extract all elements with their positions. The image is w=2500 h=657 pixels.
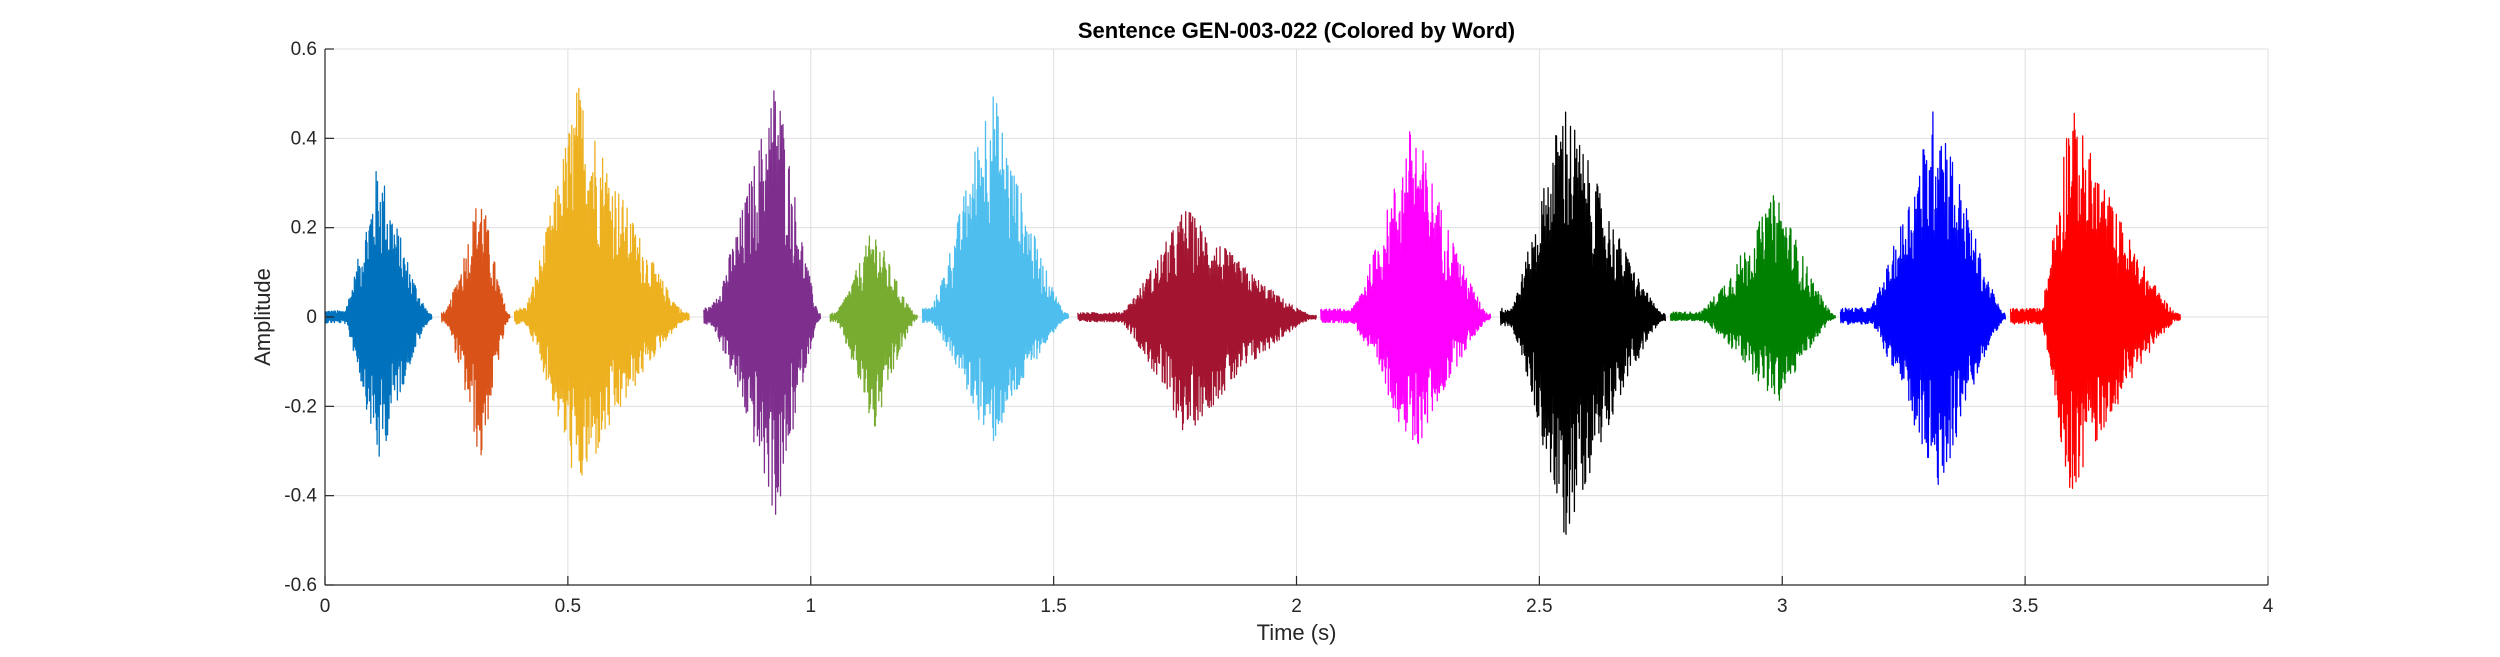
y-tick-label: -0.4 bbox=[284, 486, 317, 507]
x-axis-label: Time (s) bbox=[1257, 620, 1337, 645]
x-tick-label: 0 bbox=[320, 596, 331, 617]
x-tick-label: 2 bbox=[1291, 596, 1302, 617]
x-tick-label: 1.5 bbox=[1040, 596, 1066, 617]
y-tick-label: 0.2 bbox=[291, 218, 317, 239]
y-tick-label: 0.6 bbox=[291, 39, 317, 60]
waveform-series bbox=[324, 87, 2181, 535]
x-tick-label: 0.5 bbox=[555, 596, 581, 617]
chart-title: Sentence GEN-003-022 (Colored by Word) bbox=[1078, 18, 1515, 43]
word-waveform-6 bbox=[921, 96, 1070, 442]
tick-labels: 0 0.5 1 1.5 2 2.5 3 3.5 4 -0.6 -0.4 -0.2 0 0.2 0.4 0.6 bbox=[284, 39, 2273, 617]
y-tick-label: 0 bbox=[306, 307, 317, 328]
word-waveform-8 bbox=[1320, 131, 1492, 445]
x-tick-label: 1 bbox=[805, 596, 816, 617]
y-tick-label: 0.4 bbox=[291, 128, 318, 149]
y-axis-label: Amplitude bbox=[250, 268, 275, 366]
word-waveform-7 bbox=[1077, 211, 1317, 431]
x-tick-label: 4 bbox=[2263, 596, 2274, 617]
word-waveform-4 bbox=[703, 90, 822, 515]
axes bbox=[324, 48, 2269, 586]
word-waveform-9 bbox=[1499, 111, 1667, 535]
word-waveform-5 bbox=[829, 235, 918, 427]
word-waveform-2 bbox=[440, 208, 511, 456]
word-waveform-3 bbox=[513, 87, 690, 476]
x-tick-label: 3.5 bbox=[2012, 596, 2038, 617]
x-tick-label: 3 bbox=[1777, 596, 1788, 617]
word-waveform-12 bbox=[2009, 112, 2181, 489]
y-tick-label: -0.2 bbox=[284, 396, 317, 417]
word-waveform-11 bbox=[1839, 111, 2007, 486]
y-tick-label: -0.6 bbox=[284, 575, 317, 596]
word-waveform-10 bbox=[1669, 195, 1837, 401]
x-tick-label: 2.5 bbox=[1526, 596, 1552, 617]
word-waveform-1 bbox=[324, 171, 433, 457]
